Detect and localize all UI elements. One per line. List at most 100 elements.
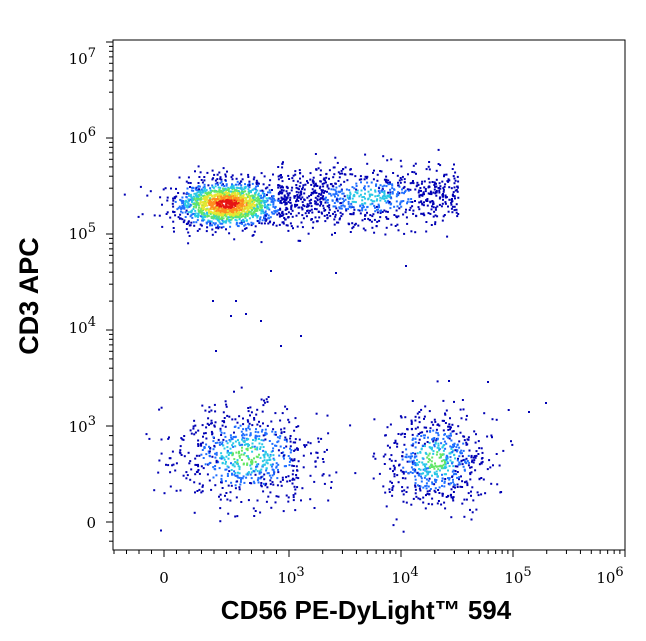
data-point	[462, 408, 465, 411]
data-point	[461, 502, 464, 505]
data-point	[217, 211, 220, 214]
data-point	[227, 466, 230, 469]
data-point	[436, 380, 439, 383]
data-point	[259, 469, 262, 472]
data-point	[205, 196, 208, 199]
data-point	[225, 403, 228, 406]
data-point	[231, 183, 233, 186]
data-point	[435, 470, 438, 473]
data-point	[385, 226, 388, 229]
data-point	[251, 194, 254, 197]
data-point	[364, 192, 366, 195]
data-point	[244, 190, 247, 193]
data-point	[197, 214, 200, 217]
data-point	[456, 476, 459, 479]
data-point	[335, 471, 338, 474]
data-point	[428, 168, 431, 171]
data-point	[453, 186, 456, 189]
data-point	[326, 184, 329, 187]
data-point	[226, 170, 228, 173]
data-point	[296, 486, 299, 489]
data-point	[187, 176, 190, 179]
data-point	[317, 195, 320, 198]
data-point	[315, 168, 318, 171]
data-point	[230, 209, 233, 212]
data-point	[240, 184, 243, 187]
data-point	[263, 456, 266, 459]
data-point	[213, 190, 216, 193]
x-axis-title: CD56 PE-DyLight™ 594	[221, 595, 512, 625]
data-point	[287, 216, 290, 218]
data-point	[389, 192, 392, 195]
data-point	[171, 450, 174, 453]
data-point	[368, 219, 371, 222]
data-point	[422, 496, 425, 499]
data-point	[427, 479, 430, 482]
data-point	[326, 201, 329, 204]
data-point	[266, 199, 269, 202]
data-point	[177, 216, 180, 219]
data-point	[238, 486, 241, 489]
data-point	[420, 448, 423, 451]
data-point	[291, 459, 294, 462]
data-point	[339, 211, 342, 214]
data-point	[255, 185, 258, 188]
data-point	[348, 195, 351, 197]
data-point	[221, 443, 223, 446]
data-point	[236, 475, 239, 478]
data-point	[235, 222, 238, 224]
data-point	[188, 462, 191, 465]
data-point	[414, 452, 417, 455]
data-point	[197, 165, 200, 168]
data-point	[411, 444, 414, 447]
data-point	[295, 204, 297, 207]
data-point	[393, 466, 396, 469]
data-point	[232, 452, 234, 455]
data-point	[366, 211, 368, 214]
data-point	[276, 199, 279, 202]
data-point	[410, 427, 413, 430]
data-point	[245, 443, 248, 446]
data-point	[471, 511, 474, 514]
data-point	[280, 428, 283, 431]
data-point	[224, 175, 227, 178]
data-point	[439, 187, 442, 190]
data-point	[451, 470, 454, 473]
data-point	[232, 445, 235, 448]
data-point	[428, 452, 431, 455]
data-point	[434, 441, 437, 444]
data-point	[301, 196, 304, 199]
data-point	[452, 485, 455, 488]
data-point	[309, 442, 312, 445]
data-point	[300, 499, 302, 502]
data-point	[306, 203, 309, 206]
data-point	[399, 201, 402, 204]
data-point	[199, 211, 202, 214]
data-point	[374, 457, 377, 460]
data-point	[459, 408, 462, 411]
data-point	[397, 194, 400, 197]
data-point	[411, 171, 414, 173]
data-point	[418, 487, 421, 490]
data-point	[292, 477, 294, 480]
data-point	[253, 445, 256, 448]
data-point	[235, 211, 238, 213]
data-point	[460, 475, 462, 478]
data-point	[343, 173, 346, 176]
data-point	[289, 435, 292, 437]
data-point	[410, 452, 413, 455]
data-point	[223, 193, 226, 196]
data-point	[333, 193, 336, 196]
data-point	[443, 185, 446, 188]
data-point	[400, 200, 403, 203]
data-point	[383, 197, 386, 200]
data-point	[242, 440, 245, 443]
data-point	[224, 480, 227, 483]
data-point	[256, 216, 259, 219]
data-point	[368, 195, 371, 198]
data-point	[252, 178, 255, 181]
data-point	[306, 209, 309, 212]
data-point	[495, 418, 498, 421]
data-point	[431, 503, 434, 506]
data-point	[377, 208, 379, 211]
